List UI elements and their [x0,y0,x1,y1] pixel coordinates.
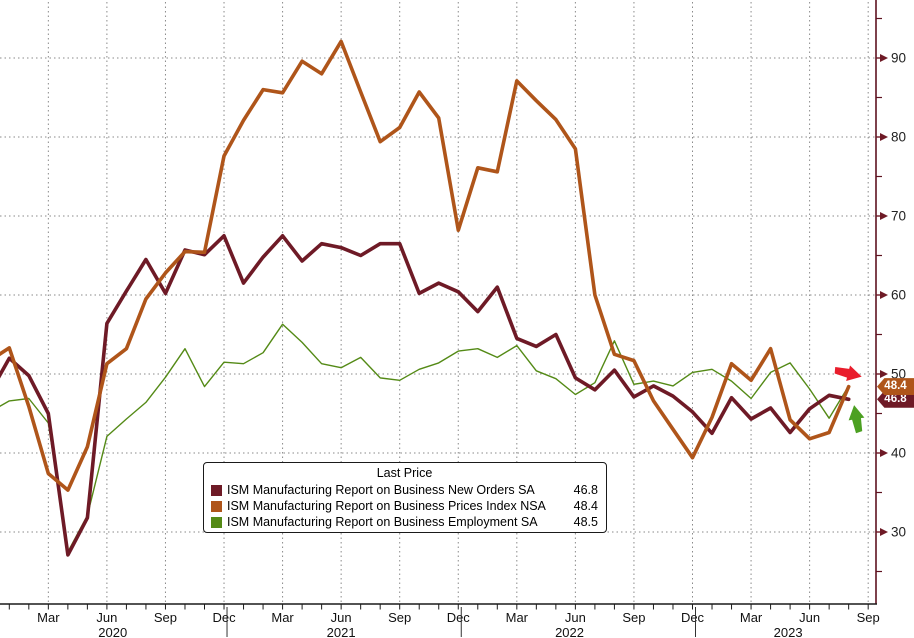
y-axis-tick-arrow-icon [880,528,888,536]
x-axis-year-label: 2020 [98,625,127,638]
x-axis-month-label: Mar [740,610,763,625]
y-axis-label: 60 [891,288,906,303]
legend-label: ISM Manufacturing Report on Business Pri… [227,499,546,513]
series-line-index-nsa [0,39,851,492]
green-arrow-icon [848,405,865,434]
red-arrow-icon [834,365,862,382]
y-axis-label: 70 [891,209,906,224]
x-axis-month-label: Sep [622,610,645,625]
x-axis-month-label: Dec [212,610,236,625]
x-axis-month-label: Sep [388,610,411,625]
series-line-orders-sa [0,234,851,557]
legend-label: ISM Manufacturing Report on Business New… [227,483,535,497]
x-axis-year-label: 2021 [327,625,356,638]
legend-title: Last Price [376,466,433,480]
x-axis-month-label: Sep [857,610,880,625]
y-axis-tick-arrow-icon [880,212,888,220]
x-axis-month-label: Jun [96,610,117,625]
legend-item-employment: ISM Manufacturing Report on Business Emp… [211,514,598,530]
legend-value: 48.4 [573,499,598,513]
legend-item-prices-index: ISM Manufacturing Report on Business Pri… [211,498,598,514]
red-arrow-icon [834,365,862,382]
legend: Last Price ISM Manufacturing Report on B… [203,462,607,533]
x-axis-month-label: Jun [331,610,352,625]
x-axis-month-label: Jun [565,610,586,625]
y-axis-tick-arrow-icon [880,133,888,141]
y-axis-tick-arrow-icon [880,370,888,378]
legend-value: 46.8 [573,483,598,497]
x-axis-year-label: 2023 [774,625,803,638]
x-axis-year-label: 2022 [555,625,584,638]
series-line-employment-sa [0,323,850,553]
y-axis-tick-arrow-icon [880,54,888,62]
y-axis-label: 80 [891,130,906,145]
legend-swatch-employment [211,516,222,528]
y-axis-label: 40 [891,446,906,461]
x-axis-month-label: Sep [154,610,177,625]
x-axis-month-label: Mar [506,610,529,625]
legend-label: ISM Manufacturing Report on Business Emp… [227,515,538,529]
y-axis-label: 30 [891,525,906,540]
x-axis-month-label: Jun [799,610,820,625]
legend-item-new-orders: ISM Manufacturing Report on Business New… [211,482,598,498]
y-axis-tick-arrow-icon [880,291,888,299]
y-axis-label: 90 [891,51,906,66]
y-axis-tick-arrow-icon [880,449,888,457]
legend-swatch-new-orders [211,484,222,496]
x-axis-month-label: Mar [271,610,294,625]
x-axis-month-label: Dec [681,610,705,625]
y-axis-label: 50 [891,367,906,382]
legend-swatch-prices-index [211,500,222,512]
x-axis-month-label: Mar [37,610,60,625]
green-arrow-icon [848,405,865,434]
last-price-flag-prices-index: 48.4 [877,378,914,396]
legend-value: 48.5 [573,515,598,529]
x-axis-month-label: Dec [447,610,471,625]
